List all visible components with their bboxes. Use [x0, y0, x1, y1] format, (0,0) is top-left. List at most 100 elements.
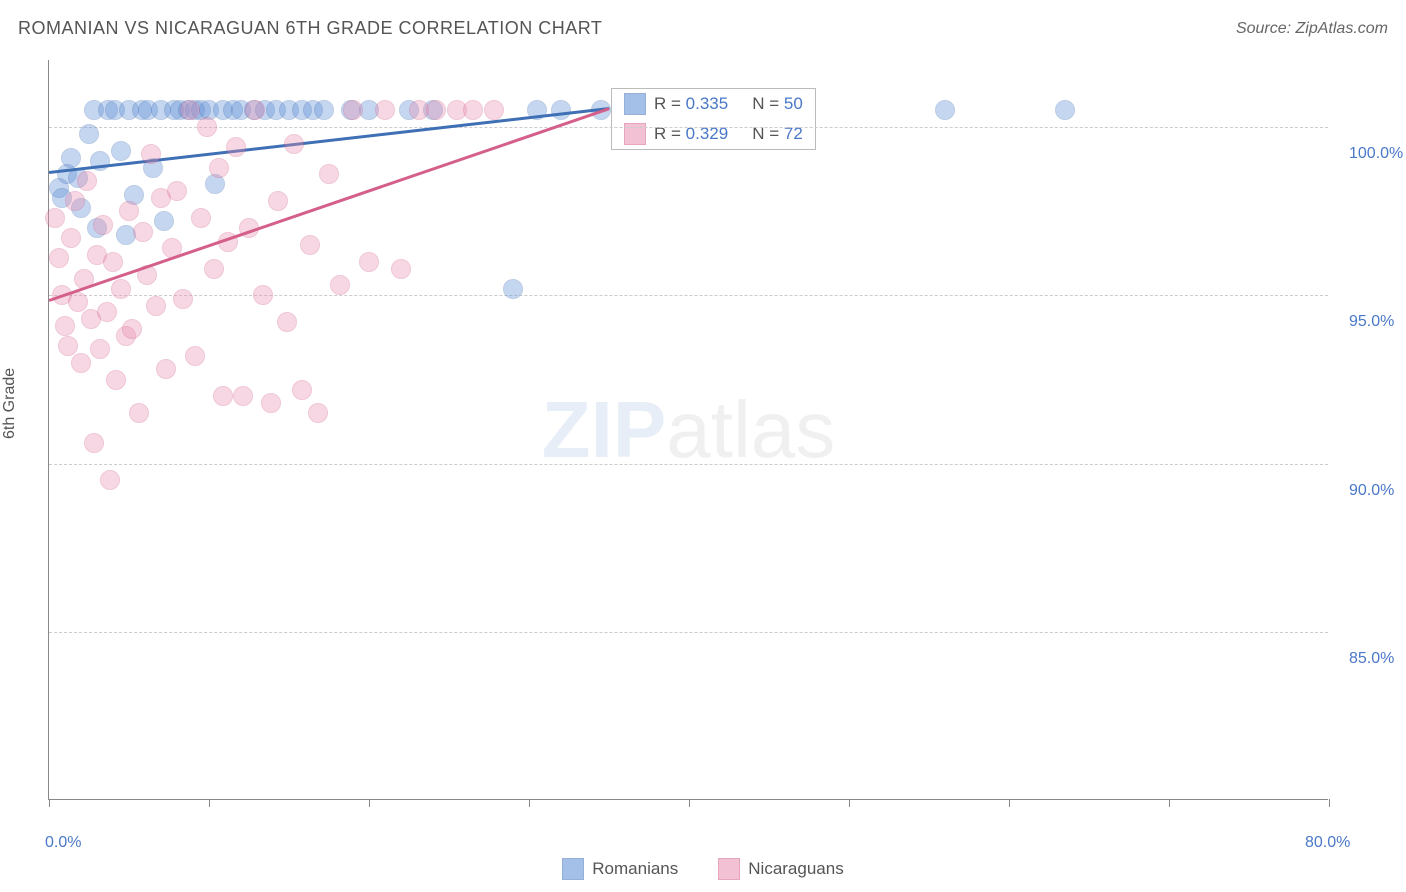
data-point [185, 346, 205, 366]
series-swatch [624, 123, 646, 145]
watermark: ZIPatlas [542, 384, 835, 476]
x-tick [1169, 799, 1170, 807]
data-point [61, 228, 81, 248]
data-point [308, 403, 328, 423]
data-point [484, 100, 504, 120]
data-point [463, 100, 483, 120]
data-point [330, 275, 350, 295]
plot-area: ZIPatlas R = 0.335N = 50R = 0.329N = 72 … [48, 60, 1328, 800]
data-point [209, 158, 229, 178]
data-point [77, 171, 97, 191]
series-swatch [624, 93, 646, 115]
y-tick-label: 100.0% [1349, 145, 1403, 163]
data-point [1055, 100, 1075, 120]
data-point [111, 279, 131, 299]
data-point [261, 393, 281, 413]
data-point [197, 117, 217, 137]
data-point [204, 259, 224, 279]
data-point [100, 470, 120, 490]
data-point [173, 289, 193, 309]
data-point [61, 148, 81, 168]
data-point [226, 137, 246, 157]
x-tick-label: 0.0% [45, 834, 81, 852]
legend-swatch [562, 858, 584, 880]
data-point [65, 191, 85, 211]
data-point [343, 100, 363, 120]
n-label: N = 50 [752, 94, 803, 114]
data-point [319, 164, 339, 184]
data-point [55, 316, 75, 336]
data-point [233, 386, 253, 406]
data-point [156, 359, 176, 379]
legend-item: Nicaraguans [718, 858, 843, 880]
stats-box: R = 0.335 N = 50 R = 0.329N = 72 [611, 88, 816, 150]
data-point [146, 296, 166, 316]
data-point [84, 433, 104, 453]
data-point [71, 353, 91, 373]
data-point [68, 292, 88, 312]
stats-row: R = 0.335 N = 50 [612, 89, 815, 119]
legend-label: Romanians [592, 859, 678, 879]
data-point [391, 259, 411, 279]
legend: Romanians Nicaraguans [0, 858, 1406, 880]
data-point [111, 141, 131, 161]
data-point [49, 248, 69, 268]
data-point [133, 222, 153, 242]
x-tick [1329, 799, 1330, 807]
legend-item: Romanians [562, 858, 678, 880]
data-point [122, 319, 142, 339]
data-point [205, 174, 225, 194]
data-point [119, 201, 139, 221]
data-point [45, 208, 65, 228]
y-tick-label: 95.0% [1349, 313, 1394, 331]
source-label: Source: ZipAtlas.com [1236, 20, 1388, 38]
chart-title: ROMANIAN VS NICARAGUAN 6TH GRADE CORRELA… [18, 18, 602, 39]
gridline [49, 295, 1328, 296]
data-point [375, 100, 395, 120]
x-tick-label: 80.0% [1305, 834, 1350, 852]
data-point [167, 181, 187, 201]
x-tick [1009, 799, 1010, 807]
legend-swatch [718, 858, 740, 880]
gridline [49, 464, 1328, 465]
y-axis-label: 6th Grade [1, 368, 19, 439]
stats-row: R = 0.329N = 72 [612, 119, 815, 149]
data-point [90, 339, 110, 359]
data-point [58, 336, 78, 356]
x-tick [529, 799, 530, 807]
data-point [300, 235, 320, 255]
data-point [426, 100, 446, 120]
data-point [935, 100, 955, 120]
x-tick [209, 799, 210, 807]
data-point [314, 100, 334, 120]
data-point [503, 279, 523, 299]
y-tick-label: 85.0% [1349, 650, 1394, 668]
gridline [49, 127, 1328, 128]
x-tick [689, 799, 690, 807]
y-tick-label: 90.0% [1349, 482, 1394, 500]
data-point [180, 100, 200, 120]
data-point [277, 312, 297, 332]
data-point [253, 285, 273, 305]
data-point [106, 370, 126, 390]
data-point [268, 191, 288, 211]
data-point [97, 302, 117, 322]
data-point [103, 252, 123, 272]
data-point [245, 100, 265, 120]
data-point [284, 134, 304, 154]
data-point [359, 252, 379, 272]
data-point [551, 100, 571, 120]
data-point [93, 215, 113, 235]
data-point [292, 380, 312, 400]
x-tick [849, 799, 850, 807]
data-point [141, 144, 161, 164]
data-point [129, 403, 149, 423]
gridline [49, 632, 1328, 633]
data-point [154, 211, 174, 231]
legend-label: Nicaraguans [748, 859, 843, 879]
data-point [213, 386, 233, 406]
r-label: R = 0.335 [654, 94, 728, 114]
data-point [79, 124, 99, 144]
x-tick [49, 799, 50, 807]
data-point [191, 208, 211, 228]
